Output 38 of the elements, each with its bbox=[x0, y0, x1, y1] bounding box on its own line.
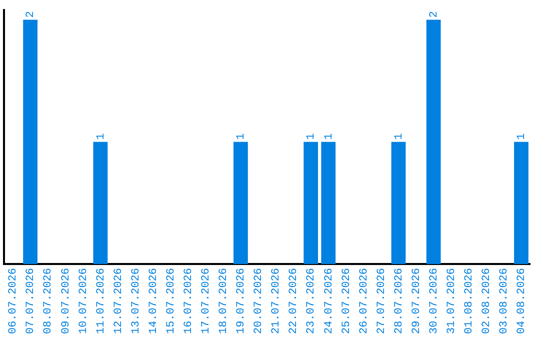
x-tick-label: 02.08.2026 bbox=[481, 268, 494, 334]
x-tick-label: 13.07.2026 bbox=[130, 268, 142, 334]
x-tick-label: 16.07.2026 bbox=[183, 268, 196, 334]
x-tick-label: 06.07.2026 bbox=[8, 268, 20, 334]
x-tick-label: 28.07.2026 bbox=[393, 268, 406, 334]
x-tick-label: 29.07.2026 bbox=[410, 268, 423, 334]
x-tick-label: 20.07.2026 bbox=[253, 268, 266, 334]
x-tick-label: 26.07.2026 bbox=[358, 268, 370, 334]
x-tick-label: 11.07.2026 bbox=[95, 268, 108, 334]
data-label: 2 bbox=[428, 11, 440, 18]
x-tick-label: 30.07.2026 bbox=[428, 268, 440, 334]
x-tick-label: 15.07.2026 bbox=[165, 268, 178, 334]
data-label: 1 bbox=[306, 132, 318, 140]
x-tick-label: 21.07.2026 bbox=[270, 268, 283, 334]
data-label: 1 bbox=[516, 132, 528, 140]
x-tick-label: 17.07.2026 bbox=[200, 268, 213, 334]
x-tick-label: 10.07.2026 bbox=[78, 268, 90, 334]
data-label: 2 bbox=[25, 11, 38, 18]
x-tick-label: 09.07.2026 bbox=[60, 268, 72, 334]
data-label: 1 bbox=[95, 132, 108, 140]
x-tick-label: 03.08.2026 bbox=[498, 268, 511, 334]
x-tick-label: 01.08.2026 bbox=[464, 268, 476, 334]
x-tick-label: 23.07.2026 bbox=[306, 268, 318, 334]
x-tick-label: 27.07.2026 bbox=[376, 268, 388, 334]
data-label: 1 bbox=[323, 132, 336, 140]
x-tick-label: 31.07.2026 bbox=[446, 268, 458, 334]
x-tick-label: 24.07.2026 bbox=[323, 268, 336, 334]
x-tick-label: 22.07.2026 bbox=[288, 268, 300, 334]
x-tick-label: 19.07.2026 bbox=[236, 268, 248, 334]
x-tick-label: 18.07.2026 bbox=[218, 268, 230, 334]
x-tick-label: 08.07.2026 bbox=[42, 268, 55, 334]
x-tick-label: 07.07.2026 bbox=[25, 268, 38, 334]
x-tick-label: 12.07.2026 bbox=[112, 268, 125, 334]
data-label: 1 bbox=[393, 132, 406, 140]
x-tick-label: 04.08.2026 bbox=[516, 268, 528, 334]
x-tick-label: 25.07.2026 bbox=[340, 268, 353, 334]
data-label: 1 bbox=[236, 132, 248, 140]
x-tick-label: 14.07.2026 bbox=[148, 268, 160, 334]
